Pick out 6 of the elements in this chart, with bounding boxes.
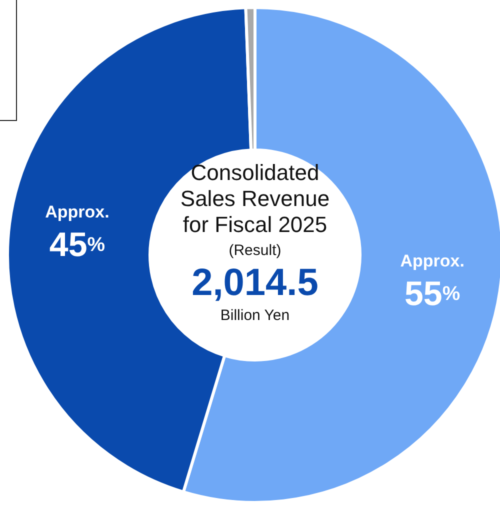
text: Billion Yen [219,307,291,324]
text: Consolidated Sales Revenue for Fiscal 2025 [179,160,331,238]
data-label: Approx. 45% [45,202,110,264]
text: (Result) [228,242,282,259]
data-label: Approx. 55% [400,252,464,314]
text: 2,014.5 [190,261,320,306]
